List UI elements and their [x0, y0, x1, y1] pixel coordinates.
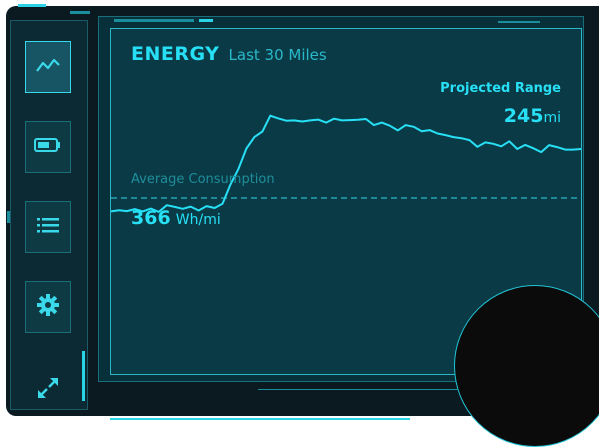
- sidebar-accent-bar: [82, 351, 85, 401]
- footer-accent: [258, 389, 458, 390]
- header-accent: [199, 19, 213, 22]
- header-accent: [498, 21, 540, 23]
- sidebar-item-battery[interactable]: [25, 121, 71, 173]
- page-title: ENERGY Last 30 Miles: [131, 43, 327, 65]
- sidebar-item-list[interactable]: [25, 201, 71, 253]
- projected-range-unit: mi: [543, 110, 561, 126]
- header-accent: [114, 19, 194, 22]
- list-icon: [36, 216, 60, 238]
- consumption-series-line: [111, 114, 581, 213]
- energy-chart: [111, 114, 581, 213]
- gear-icon: [36, 293, 60, 321]
- footer-accent: [110, 418, 410, 420]
- expand-button[interactable]: [33, 375, 63, 405]
- line-chart-icon: [35, 55, 61, 79]
- average-consumption-unit: Wh/mi: [175, 212, 221, 228]
- projected-range-value: 245mi: [504, 105, 561, 127]
- battery-icon: [34, 137, 62, 157]
- corner-accent: [70, 11, 90, 14]
- title-text: ENERGY: [131, 43, 220, 65]
- round-corner-widget: [454, 285, 599, 447]
- sidebar-item-energy[interactable]: [25, 41, 71, 93]
- corner-accent: [18, 4, 46, 7]
- projected-range-label: Projected Range: [440, 81, 561, 96]
- sidebar-item-settings[interactable]: [25, 281, 71, 333]
- sidebar: [7, 20, 88, 410]
- sidebar-accent-bar: [7, 211, 10, 223]
- projected-range-number: 245: [503, 105, 544, 127]
- average-consumption-number: 366: [131, 207, 171, 229]
- expand-arrows-icon: [36, 376, 60, 404]
- average-consumption-label: Average Consumption: [131, 172, 275, 187]
- subtitle-text: Last 30 Miles: [228, 46, 327, 64]
- average-consumption-value: 366 Wh/mi: [131, 207, 221, 229]
